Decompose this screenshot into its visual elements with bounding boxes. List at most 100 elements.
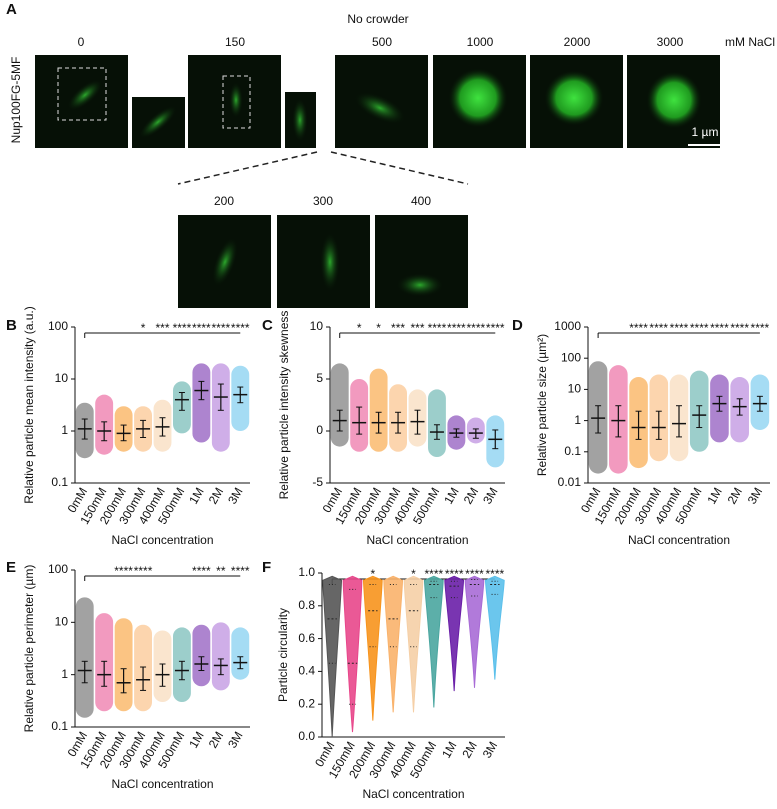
significance-label: **** [173,321,192,335]
x-tick-label: 2M [461,485,481,506]
violin [403,575,424,713]
x-tick-label: 3M [225,485,245,506]
image-label: 2000 [564,35,591,49]
y-tick-label: 0.1 [564,444,581,458]
y-tick-label: 1.0 [298,565,315,579]
x-axis-label: NaCl concentration [111,777,213,791]
significance-label: **** [134,564,153,578]
significance-label: **** [485,567,504,581]
x-axis-label: NaCl concentration [362,787,464,801]
x-axis-label: NaCl concentration [111,533,213,547]
y-tick-label: 100 [561,350,581,364]
image-label: 200 [214,194,234,208]
significance-label: **** [192,321,211,335]
significance-label: **** [730,321,749,335]
micrographs [35,55,722,308]
significance-label: **** [211,321,230,335]
significance-label: **** [424,567,443,581]
y-axis-label: Relative particle size (µm²) [535,334,549,476]
x-tick-label: 2M [206,485,226,506]
y-tick-label: 0.1 [51,719,68,733]
panel-label: B [6,317,17,334]
violin [423,575,444,708]
y-tick-label: 1000 [554,319,581,333]
figure-title: No crowder [347,12,408,26]
point-cloud [231,627,250,680]
y-tick-label: 10 [55,371,69,385]
significance-label: * [376,321,381,335]
significance-label: **** [465,567,484,581]
significance-label: **** [445,567,464,581]
x-tick-label: 2M [206,729,226,750]
significance-label: **** [428,321,447,335]
x-tick-label: 1M [441,485,461,506]
significance-label: * [370,567,375,581]
y-tick-label: 10 [55,615,69,629]
violin [383,575,404,713]
significance-label: * [357,321,362,335]
y-tick-label: 10 [568,382,582,396]
violin [464,575,485,688]
y-tick-label: 100 [48,562,68,576]
significance-label: *** [155,321,169,335]
point-cloud [211,622,230,691]
significance-label: **** [466,321,485,335]
x-tick-label: 2M [725,485,745,506]
x-tick-label: 3M [225,729,245,750]
x-axis-label: NaCl concentration [628,533,730,547]
significance-label: **** [670,321,689,335]
significance-label: **** [751,321,770,335]
violin [362,575,383,721]
x-tick-label: 2M [459,739,479,760]
y-tick-label: 1 [574,413,581,427]
x-tick-label: 3M [480,739,500,760]
violin [444,575,465,692]
significance-label: ** [216,564,226,578]
panel-label: E [6,559,16,576]
image-label: 150 [225,35,245,49]
unit-label: mM NaCl [725,35,775,49]
y-tick-label: 1 [61,423,68,437]
significance-label: **** [710,321,729,335]
image-label: 400 [411,194,431,208]
x-tick-label: 1M [186,729,206,750]
point-cloud [114,618,133,712]
panel-label: F [262,559,271,576]
significance-label: * [411,567,416,581]
point-cloud [428,389,446,457]
violin [342,575,363,733]
significance-label: **** [192,564,211,578]
y-tick-label: 0.2 [298,696,315,710]
scale-bar-label: 1 µm [692,125,719,139]
y-tick-label: 0.8 [298,598,315,612]
y-axis-label: Particle circularity [276,608,290,702]
significance-label: * [141,321,146,335]
significance-label: **** [629,321,648,335]
panel-label: A [6,1,17,18]
significance-label: *** [410,321,424,335]
significance-label: **** [231,321,250,335]
x-tick-label: 3M [745,485,765,506]
y-axis-label: Relative particle perimeter (µm) [22,565,36,733]
point-cloud [192,363,211,443]
x-tick-label: 3M [480,485,500,506]
y-axis-label: Relative particle intensity skewness [277,311,291,500]
image-label: 500 [372,35,392,49]
image-label: 1000 [467,35,494,49]
y-tick-label: 100 [48,319,68,333]
significance-label: *** [391,321,405,335]
significance-label: **** [447,321,466,335]
y-tick-label: 0.6 [298,631,315,645]
significance-label: **** [114,564,133,578]
point-cloud [75,597,94,718]
y-tick-label: 0.01 [558,475,582,489]
violin [322,575,343,738]
x-tick-label: 1M [439,739,459,760]
y-axis-label: Relative particle mean intensity (a.u.) [22,306,36,503]
y-tick-label: 5 [316,371,323,385]
image-label: 300 [313,194,333,208]
image-label: 0 [78,35,85,49]
y-tick-label: 0.4 [298,664,315,678]
y-tick-label: -5 [312,475,323,489]
